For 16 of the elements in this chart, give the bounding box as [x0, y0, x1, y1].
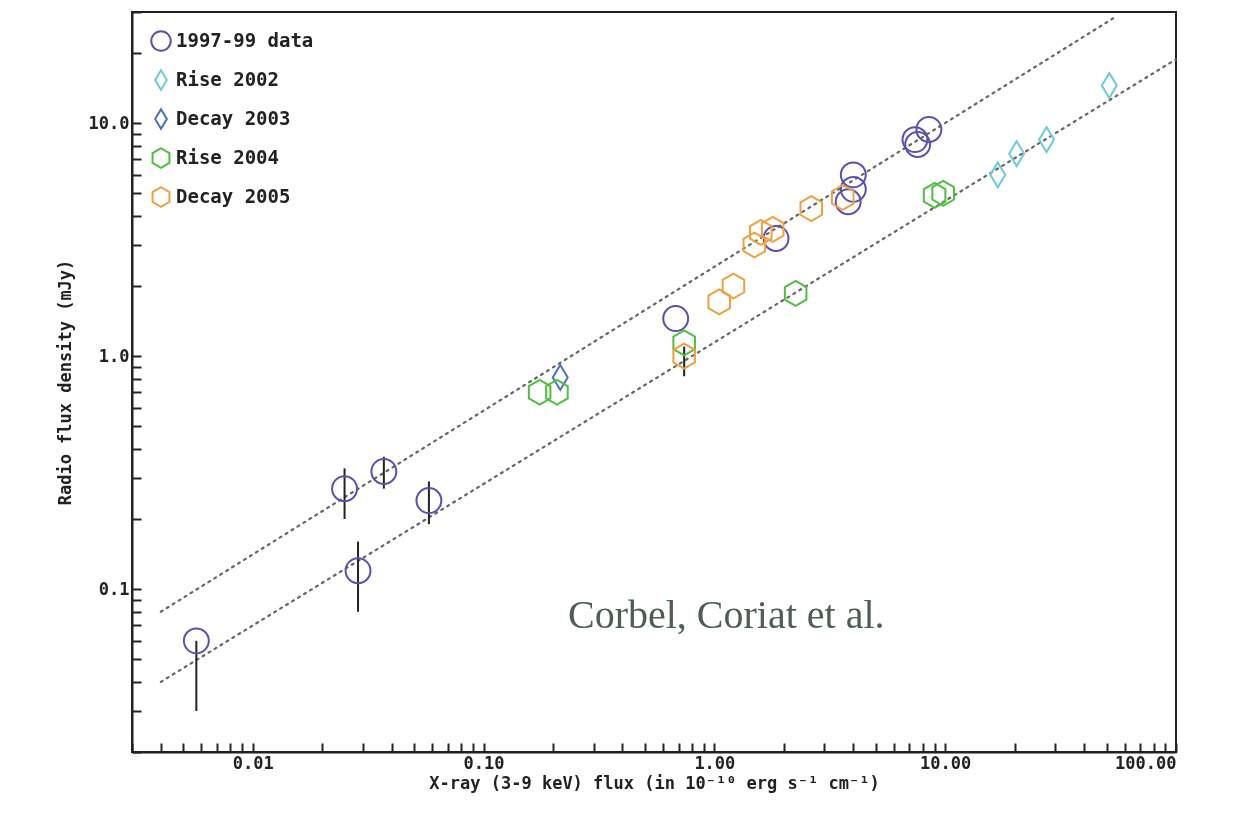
legend-label: Rise 2004: [176, 146, 279, 168]
x-axis-title: X-ray (3-9 keV) flux (in 10⁻¹⁰ erg s⁻¹ cm⁻¹): [429, 772, 880, 793]
legend-label: Decay 2003: [176, 107, 291, 129]
y-tick-label: 10.0: [88, 112, 130, 133]
legend-label: Decay 2005: [176, 185, 291, 207]
annotation: Corbel, Coriat et al.: [568, 592, 885, 637]
x-tick-label: 1.00: [694, 752, 736, 773]
legend-label: Rise 2002: [176, 68, 279, 90]
y-tick-label: 0.1: [98, 578, 130, 599]
y-axis-title: Radio flux density (mJy): [54, 259, 75, 506]
x-tick-label: 100.00: [1115, 752, 1177, 773]
x-tick-label: 0.01: [232, 752, 274, 773]
x-tick-label: 10.00: [920, 752, 972, 773]
legend-label: 1997-99 data: [176, 29, 314, 51]
x-tick-label: 0.10: [463, 752, 505, 773]
y-tick-label: 1.0: [98, 345, 130, 366]
